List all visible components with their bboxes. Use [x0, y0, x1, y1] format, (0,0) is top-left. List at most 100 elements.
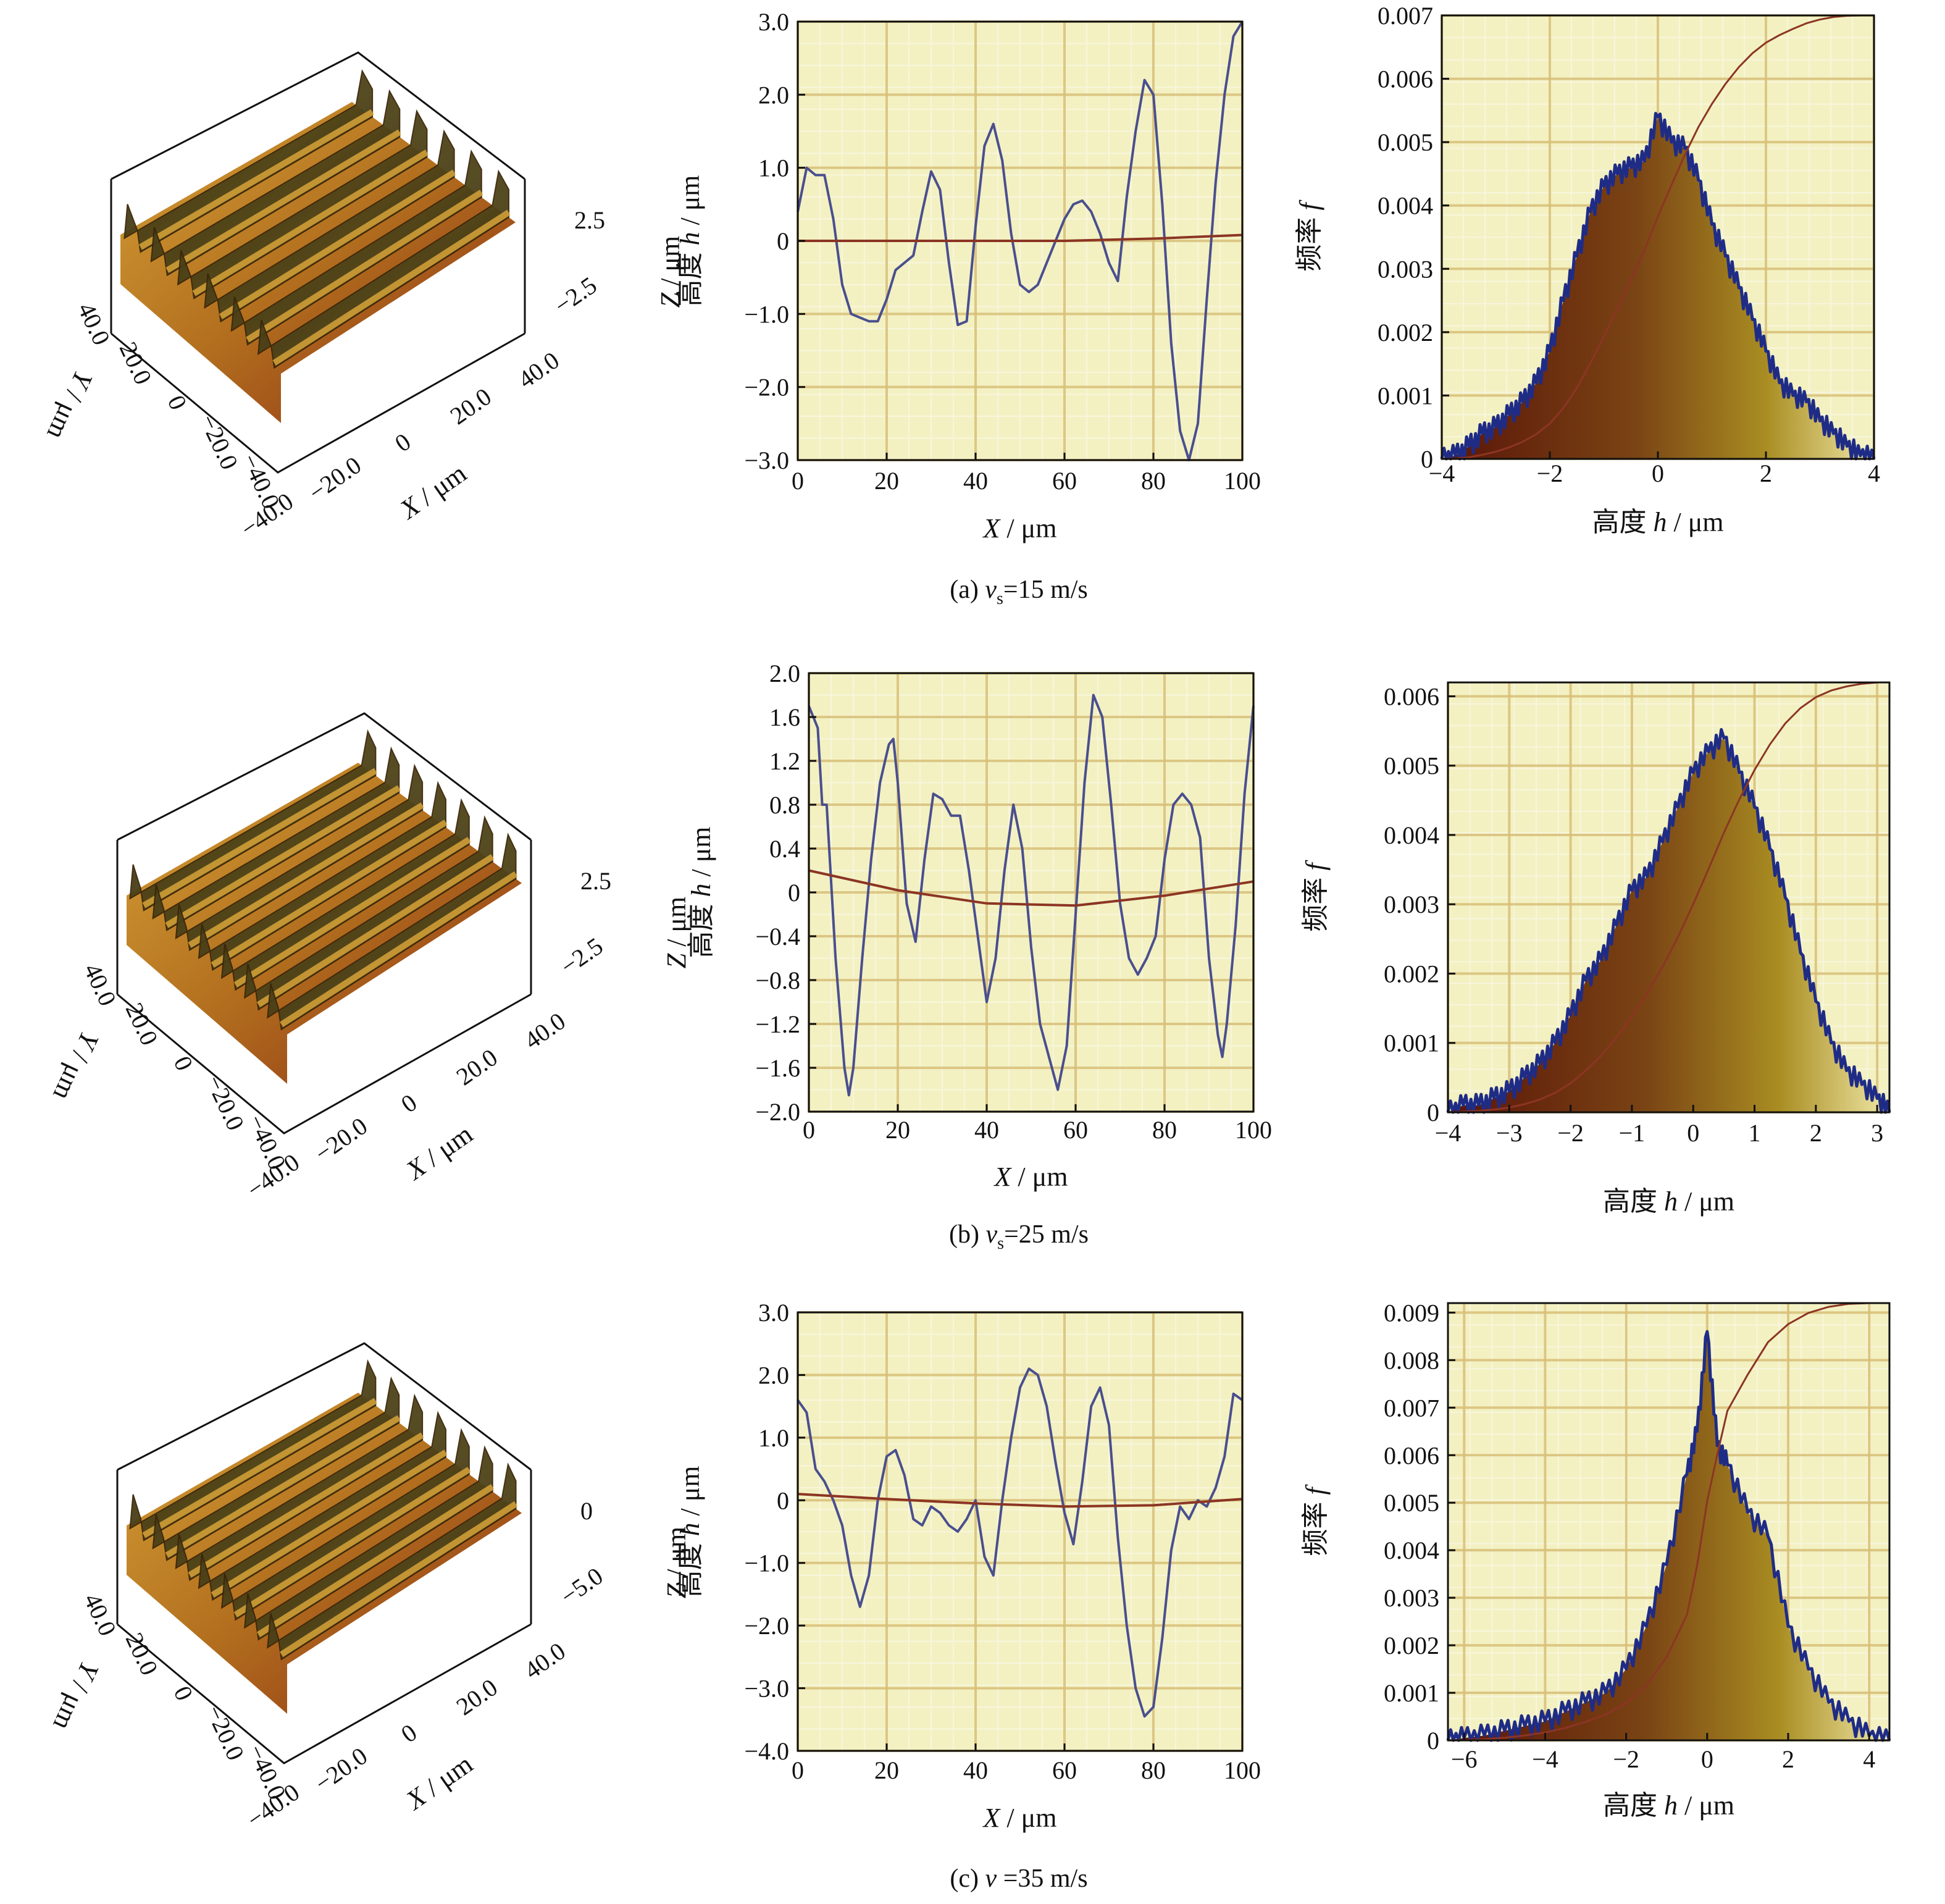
y3d-tick-label: −40.0	[236, 450, 285, 513]
profile-y-tick-label: 2.0	[758, 1361, 789, 1389]
panel-caption: (b) vs=25 m/s	[949, 1220, 1089, 1253]
x3d-tick-label: 0	[390, 427, 416, 457]
hist-frame	[1447, 1302, 1891, 1742]
hist-y-tick-label: 0.007	[1384, 1394, 1439, 1422]
panel-caption: (c) v =35 m/s	[950, 1864, 1087, 1893]
hist-y-tick-label: 0.004	[1378, 192, 1433, 220]
hist-y-tick-label: 0.002	[1378, 319, 1433, 346]
surface-ridge-highlight	[280, 1501, 518, 1658]
y3d-tick-label: 0	[169, 1052, 199, 1075]
surface-ridge	[175, 1393, 424, 1582]
surface-ridge-highlight	[211, 1449, 448, 1598]
profile-y-tick-label: −0.8	[755, 967, 800, 994]
hist-y-tick-label: 0.005	[1384, 752, 1439, 780]
hist-y-tick-label: 0.007	[1378, 2, 1433, 30]
mean-line	[797, 1493, 1243, 1508]
x3d-tick-label: −20.0	[309, 1112, 372, 1167]
profile-x-tick-label: 100	[1224, 467, 1261, 495]
profile-x-tick-label: 0	[803, 1116, 815, 1144]
surface-ridge	[204, 129, 455, 323]
hist-x-tick-label: 4	[1863, 1745, 1875, 1773]
surface-ridge-highlight	[138, 109, 374, 250]
surface-ridge	[267, 1462, 517, 1661]
hist-y-tick-label: 0.003	[1378, 255, 1433, 283]
hist-x-tick-label: −1	[1619, 1119, 1646, 1147]
profile-y-tick-label: 3.0	[758, 1299, 789, 1327]
profile-y-tick-label: 0	[788, 879, 800, 907]
hist-x-tick-label: 0	[1687, 1119, 1699, 1147]
hist-y-tick-label: 0.003	[1384, 891, 1439, 918]
x3d-tick-label: 40.0	[513, 346, 564, 393]
profile-x-tick-label: 0	[792, 1756, 804, 1784]
surface-ridge-highlight	[192, 149, 429, 296]
profile-x-tick-label: 20	[874, 1756, 899, 1784]
profile-line	[797, 20, 1244, 461]
z-axis-title: Z / μm	[655, 236, 685, 308]
surface-box-edge	[117, 993, 532, 1134]
hist-x-tick-label: −3	[1496, 1119, 1523, 1147]
histogram-area	[1448, 737, 1889, 1112]
x3d-tick-label: 0	[396, 1718, 422, 1748]
histogram-outline	[1446, 1330, 1891, 1742]
surface-ridge	[198, 781, 446, 971]
cumulative-curve	[1441, 14, 1874, 460]
z-axis-title: Z / μm	[661, 1527, 692, 1599]
y3d-tick-label: 20.0	[120, 999, 164, 1049]
y3d-tick-label: −40.0	[242, 1740, 291, 1804]
cumulative-curve	[1447, 1302, 1889, 1742]
surface-ridge-highlight	[280, 871, 518, 1028]
surface-ridge-highlight	[219, 169, 456, 319]
hist-y-tick-label: 0.001	[1384, 1030, 1439, 1057]
profile-x-tick-label: 40	[974, 1116, 999, 1144]
hist-x-tick-label: 0	[1701, 1745, 1713, 1773]
hist-x-axis-title: 高度 h / μm	[1603, 1790, 1734, 1821]
y3d-tick-label: 40.0	[72, 298, 115, 349]
surface-ridge	[175, 763, 424, 952]
surface-ridge-highlight	[165, 785, 401, 928]
profile-x-tick-label: 20	[885, 1116, 910, 1144]
hist-y-tick-label: 0.006	[1384, 682, 1439, 710]
hist-frame	[1447, 681, 1891, 1113]
hist-x-tick-label: 1	[1749, 1119, 1761, 1147]
y3d-tick-label: −20.0	[194, 410, 244, 474]
profile-chart: 0 20 40 60 80 100 3.0 2.0 1.0 0 −1.0 −2.0 −3.0 X / μm…	[675, 8, 1261, 543]
profile-y-tick-label: −3.0	[744, 1675, 789, 1703]
surface-ridge	[220, 798, 470, 991]
surface-box-edge	[117, 1342, 532, 1471]
histogram-chart: −4 −3 −2 −1 0 1 2 3 0 0.001 0.002 0.003 0.004 0.005 0.…	[1300, 681, 1891, 1217]
profile-y-tick-label: −3.0	[744, 447, 789, 474]
hist-y-tick-label: 0.009	[1384, 1299, 1439, 1327]
x3d-axis-title: X / μm	[399, 1748, 478, 1816]
mean-line	[798, 233, 1243, 242]
profile-x-axis-title: X / μm	[982, 1803, 1057, 1833]
hist-x-tick-label: 4	[1868, 459, 1880, 487]
histogram-outline	[1440, 112, 1876, 461]
profile-x-tick-label: 60	[1063, 1116, 1088, 1144]
profile-x-tick-label: 100	[1235, 1116, 1272, 1144]
surface-ridge	[123, 69, 374, 253]
surface-ridge-highlight	[233, 837, 471, 988]
hist-x-tick-label: 3	[1871, 1119, 1883, 1147]
profile-y-tick-label: 0.4	[769, 835, 800, 863]
x3d-tick-label: 40.0	[519, 1007, 571, 1054]
z-axis-title: Z / μm	[661, 897, 692, 969]
profile-line	[808, 694, 1255, 1097]
x3d-tick-label: 0	[396, 1088, 422, 1118]
surface-ridge-highlight	[188, 1432, 424, 1578]
z-tick-label: 2.5	[580, 867, 611, 895]
surface-ridge-highlight	[188, 802, 424, 948]
profile-y-tick-label: −1.6	[755, 1054, 800, 1082]
profile-x-tick-label: 0	[792, 467, 804, 495]
surface-ridge	[152, 1376, 400, 1561]
profile-chart: 0 20 40 60 80 100 3.0 2.0 1.0 0 −1.0 −2.0 −3.0 −4.0 X …	[675, 1299, 1261, 1833]
x3d-tick-label: −20.0	[309, 1742, 372, 1797]
hist-x-tick-label: −2	[1557, 1119, 1584, 1147]
hist-y-tick-label: 0.006	[1378, 65, 1433, 93]
hist-y-tick-label: 0.008	[1384, 1346, 1439, 1374]
panel-caption: (a) vs=15 m/s	[950, 576, 1088, 608]
surface-ridge	[152, 746, 400, 931]
histogram-chart: −6 −4 −2 0 2 4 0 0.001 0.002 0.003 0.004 0.005 0.006…	[1300, 1299, 1891, 1821]
